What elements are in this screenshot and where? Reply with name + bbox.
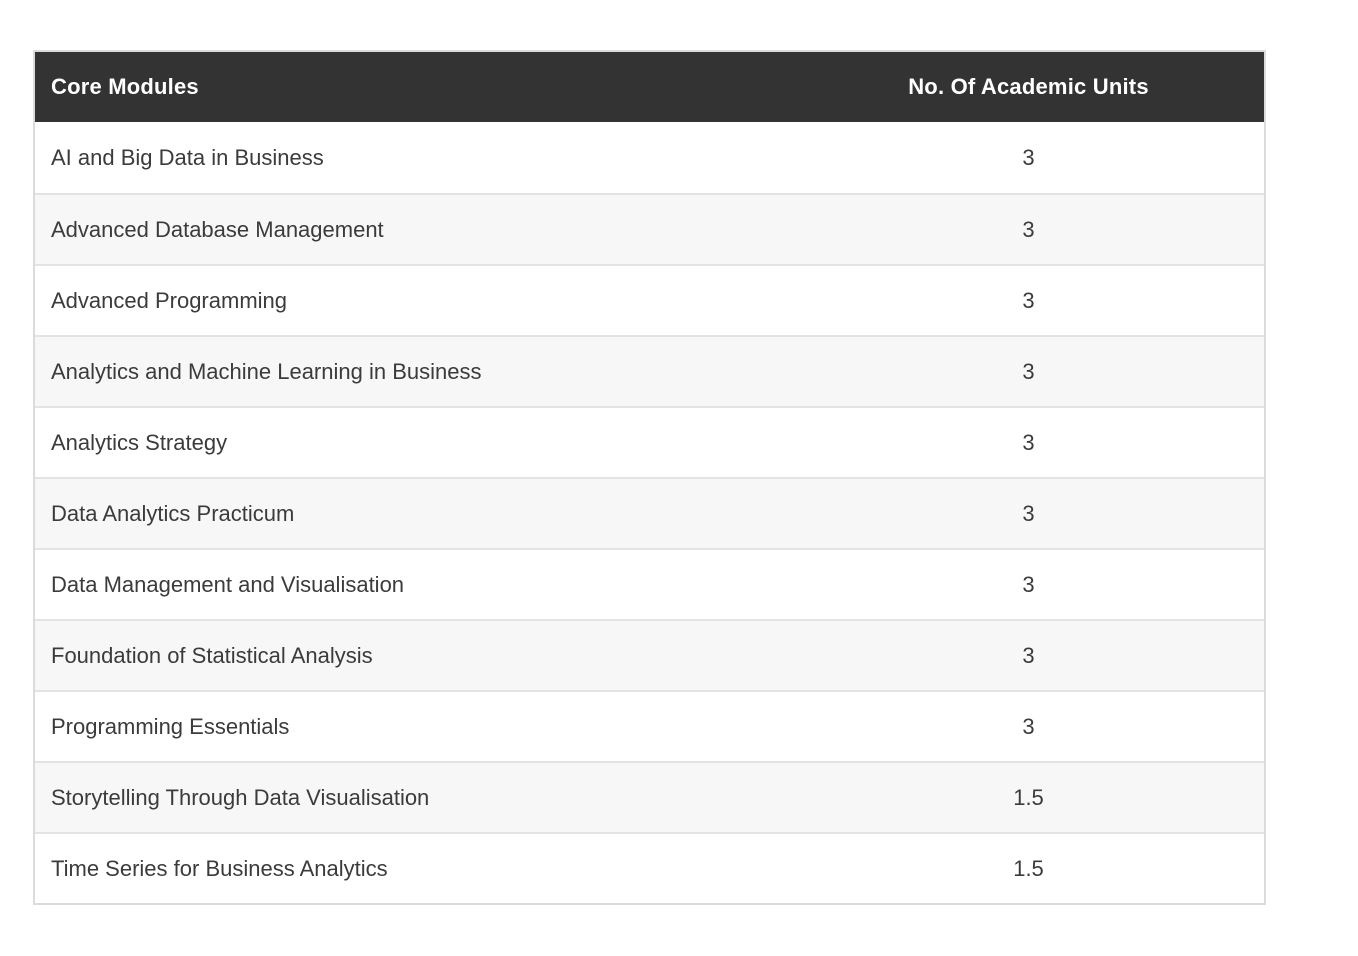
module-cell: Time Series for Business Analytics (35, 832, 793, 903)
column-header-core-modules: Core Modules (35, 52, 793, 122)
column-header-academic-units: No. Of Academic Units (793, 52, 1264, 122)
header-row: Core Modules No. Of Academic Units (35, 52, 1264, 122)
units-cell: 3 (793, 477, 1264, 548)
table-body: AI and Big Data in Business 3 Advanced Dat… (35, 122, 1264, 903)
table-row: Data Management and Visualisation 3 (35, 548, 1264, 619)
core-modules-table-container: Core Modules No. Of Academic Units AI an… (33, 50, 1266, 905)
module-cell: Advanced Programming (35, 264, 793, 335)
module-cell: Analytics Strategy (35, 406, 793, 477)
table-row: AI and Big Data in Business 3 (35, 122, 1264, 193)
table-row: Data Analytics Practicum 3 (35, 477, 1264, 548)
units-cell: 3 (793, 548, 1264, 619)
units-cell: 3 (793, 619, 1264, 690)
table-row: Storytelling Through Data Visualisation 1… (35, 761, 1264, 832)
units-cell: 3 (793, 690, 1264, 761)
table-row: Advanced Programming 3 (35, 264, 1264, 335)
table-row: Foundation of Statistical Analysis 3 (35, 619, 1264, 690)
table-row: Analytics and Machine Learning in Busine… (35, 335, 1264, 406)
table-row: Analytics Strategy 3 (35, 406, 1264, 477)
units-cell: 1.5 (793, 761, 1264, 832)
module-cell: Foundation of Statistical Analysis (35, 619, 793, 690)
module-cell: Storytelling Through Data Visualisation (35, 761, 793, 832)
module-cell: Data Management and Visualisation (35, 548, 793, 619)
units-cell: 1.5 (793, 832, 1264, 903)
table-row: Programming Essentials 3 (35, 690, 1264, 761)
units-cell: 3 (793, 264, 1264, 335)
module-cell: Advanced Database Management (35, 193, 793, 264)
module-cell: Programming Essentials (35, 690, 793, 761)
units-cell: 3 (793, 193, 1264, 264)
table-row: Time Series for Business Analytics 1.5 (35, 832, 1264, 903)
module-cell: AI and Big Data in Business (35, 122, 793, 193)
core-modules-table: Core Modules No. Of Academic Units AI an… (33, 50, 1266, 905)
module-cell: Analytics and Machine Learning in Busine… (35, 335, 793, 406)
units-cell: 3 (793, 335, 1264, 406)
table-row: Advanced Database Management 3 (35, 193, 1264, 264)
units-cell: 3 (793, 122, 1264, 193)
module-cell: Data Analytics Practicum (35, 477, 793, 548)
units-cell: 3 (793, 406, 1264, 477)
